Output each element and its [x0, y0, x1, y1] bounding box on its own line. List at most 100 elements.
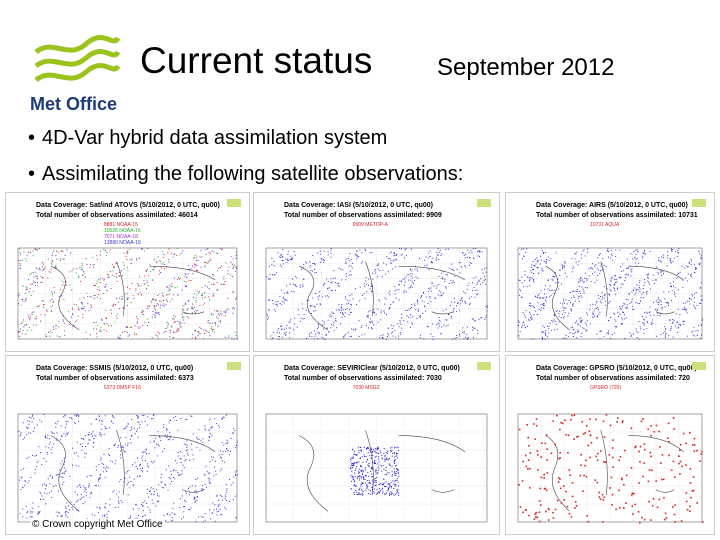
- observation: [440, 333, 442, 335]
- observation: [194, 337, 196, 339]
- observation: [202, 516, 204, 518]
- observation: [366, 485, 368, 487]
- coverage-panel: Data Coverage: SSMIS (5/10/2012, 0 UTC, …: [5, 355, 250, 535]
- observation: [142, 313, 144, 315]
- observation: [155, 305, 157, 307]
- observation: [580, 280, 582, 282]
- observation: [211, 326, 213, 328]
- observation: [22, 300, 24, 302]
- observation: [410, 317, 412, 319]
- observation: [79, 298, 81, 300]
- observation: [27, 482, 29, 484]
- observation: [62, 250, 64, 252]
- observation: [355, 466, 357, 468]
- observation: [642, 475, 644, 478]
- observation: [519, 294, 521, 296]
- observation: [118, 500, 120, 502]
- observation: [112, 305, 114, 307]
- observation: [36, 466, 38, 468]
- observation: [466, 338, 468, 340]
- observation: [692, 330, 694, 332]
- observation: [619, 249, 621, 251]
- observation: [374, 463, 376, 465]
- observation: [65, 469, 67, 471]
- observation: [348, 314, 350, 316]
- observation: [280, 253, 282, 255]
- observation: [217, 504, 219, 506]
- observation: [184, 312, 186, 314]
- observation: [523, 255, 525, 257]
- observation: [90, 423, 92, 425]
- observation: [168, 261, 170, 263]
- observation: [52, 302, 54, 304]
- observation: [184, 500, 186, 502]
- observation: [340, 307, 342, 309]
- observation: [36, 282, 38, 284]
- observation: [115, 304, 117, 306]
- observation: [572, 305, 574, 307]
- observation: [157, 493, 159, 495]
- observation: [280, 256, 282, 258]
- observation: [616, 287, 618, 289]
- observation: [485, 271, 487, 273]
- observation: [627, 274, 629, 276]
- observation: [146, 324, 148, 326]
- observation: [368, 462, 370, 464]
- observation: [176, 329, 178, 331]
- observation: [602, 267, 604, 269]
- observation: [267, 318, 269, 320]
- observation: [131, 428, 133, 430]
- observation: [201, 485, 203, 487]
- observation: [216, 310, 218, 312]
- observation: [693, 444, 696, 446]
- observation: [447, 324, 449, 326]
- observation: [270, 335, 272, 337]
- observation: [217, 270, 219, 272]
- observation: [37, 460, 39, 462]
- observation: [636, 284, 638, 286]
- observation: [87, 295, 89, 297]
- observation: [30, 252, 32, 254]
- observation: [51, 260, 53, 262]
- observation: [387, 271, 389, 273]
- observation: [700, 286, 702, 288]
- observation: [466, 289, 468, 291]
- observation: [19, 513, 21, 515]
- observation: [138, 421, 140, 423]
- observation: [467, 249, 469, 251]
- observation: [377, 473, 379, 475]
- observation: [143, 250, 145, 252]
- observation: [284, 298, 286, 300]
- observation: [411, 286, 413, 288]
- observation: [474, 327, 476, 329]
- observation: [700, 258, 702, 260]
- observation: [18, 324, 20, 326]
- observation: [49, 475, 51, 477]
- observation: [173, 469, 175, 471]
- observation: [400, 333, 402, 335]
- observation: [682, 321, 684, 323]
- observation: [344, 296, 346, 298]
- observation: [547, 279, 549, 281]
- observation: [201, 488, 203, 490]
- observation: [294, 254, 296, 256]
- observation: [583, 282, 585, 284]
- observation: [679, 473, 681, 475]
- observation: [109, 271, 111, 273]
- observation: [129, 487, 131, 489]
- observation: [325, 295, 327, 297]
- observation: [361, 477, 363, 479]
- observation: [53, 291, 55, 293]
- observation: [541, 442, 543, 444]
- observation: [275, 303, 277, 305]
- observation: [369, 288, 371, 290]
- observation: [144, 420, 146, 422]
- observation: [563, 499, 565, 501]
- observation: [137, 293, 139, 295]
- observation: [204, 302, 206, 304]
- observation: [187, 308, 189, 310]
- observation: [692, 489, 695, 492]
- observation: [287, 253, 289, 255]
- observation: [61, 460, 63, 462]
- observation: [662, 478, 665, 481]
